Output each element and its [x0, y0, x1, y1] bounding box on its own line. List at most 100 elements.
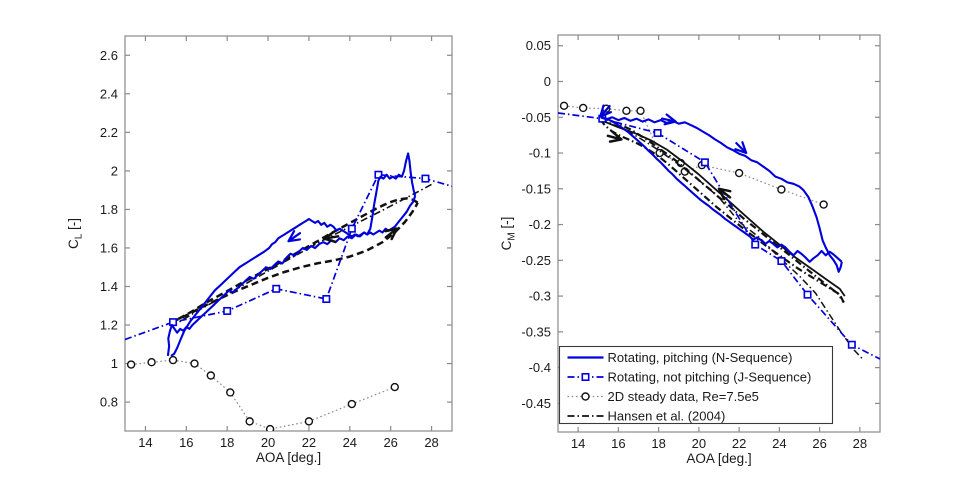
marker-circle-steady-2d: [206, 371, 216, 380]
marker-circle-steady-2d: [777, 185, 786, 194]
cl-x-axis-label: AOA [deg.]: [256, 450, 321, 465]
y-tick-label: 1.8: [100, 202, 118, 217]
marker-square-jseq: [751, 240, 760, 249]
marker-square-jseq: [803, 290, 812, 299]
y-label-rest: [-]: [499, 217, 514, 233]
direction-arrow: [734, 141, 748, 155]
y-tick-label: 1.6: [100, 240, 118, 255]
marker-circle-steady-2d: [126, 360, 136, 369]
marker-circle-steady-2d: [304, 417, 314, 426]
x-tick-label: 28: [424, 435, 438, 450]
legend-label: Rotating, pitching (N-Sequence): [608, 350, 793, 365]
y-tick-label: -0.1: [529, 146, 551, 161]
cm-plot: 14 16 18 20 22 24 26 28 0.05 0 -0.05 -0.1 -0.15 -0.2 -…: [499, 34, 881, 466]
y-tick-label: -0.05: [521, 110, 551, 125]
marker-square-jseq: [272, 284, 281, 293]
y-tick-label: -0.3: [529, 289, 551, 304]
marker-square-jseq: [777, 257, 786, 266]
marker-circle-steady-2d: [734, 168, 744, 178]
x-tick-label: 16: [179, 435, 193, 450]
y-label-sub: M: [507, 232, 518, 240]
x-tick-label: 14: [571, 436, 585, 451]
marker-square-jseq: [347, 224, 356, 233]
y-tick-label: -0.45: [521, 396, 551, 411]
x-tick-label: 22: [732, 436, 746, 451]
legend-label: Rotating, not pitching (J-Sequence): [608, 370, 812, 385]
direction-arrow: [717, 187, 732, 201]
series-hansen-down: [599, 118, 845, 304]
y-tick-label: 0.8: [100, 395, 118, 410]
marker-circle-steady-2d: [245, 417, 254, 426]
x-tick-label: 20: [261, 435, 275, 450]
marker-square-jseq: [847, 340, 856, 349]
y-tick-label: -0.25: [521, 253, 551, 268]
legend-label: 2D steady data, Re=7.5e5: [608, 389, 759, 404]
y-label-base: C: [66, 239, 81, 249]
x-tick-label: 22: [302, 435, 316, 450]
marker-circle-steady-2d: [347, 399, 357, 409]
series-hansen-line: [170, 183, 432, 328]
marker-circle-steady-2d: [559, 101, 569, 111]
cm-x-axis-label: AOA [deg.]: [686, 451, 751, 466]
marker-circle-steady-2d: [226, 388, 235, 397]
marker-circle-steady-2d: [622, 106, 631, 116]
series-layer: [125, 152, 452, 431]
marker-circle-steady-2d: [265, 424, 275, 431]
marker-square-jseq: [700, 158, 709, 167]
direction-arrow: [384, 227, 399, 241]
series-nseq-up: [166, 152, 417, 357]
marker-square-jseq: [653, 128, 662, 137]
series-hansen-return: [599, 116, 845, 304]
y-tick-label: -0.2: [529, 217, 551, 232]
marker-square-jseq: [223, 306, 232, 315]
marker-square-jseq: [421, 174, 430, 183]
y-tick-label: -0.35: [521, 324, 551, 339]
marker-circle-steady-2d: [190, 359, 199, 368]
y-label-base: C: [499, 240, 514, 250]
series-hansen-line: [599, 118, 863, 359]
x-tick-label: 26: [812, 436, 826, 451]
marker-circle-steady-2d: [168, 355, 178, 365]
series-layer: [558, 101, 880, 360]
series-jseq: [558, 112, 880, 360]
legend-box: [558, 345, 834, 425]
direction-arrow: [660, 113, 677, 126]
x-tick-label: 18: [220, 435, 234, 450]
series-hansen-mid: [603, 120, 846, 297]
legend-marker-square: [581, 372, 590, 381]
y-tick-label: -0.4: [529, 360, 551, 375]
x-tick-label: 20: [692, 436, 706, 451]
series-nseq-up: [600, 116, 843, 273]
cl-plot: 14 16 18 20 22 24 26 28 0.8 1 1.2 1.4 1.6 1.8 2 2.2 2.4 2…: [66, 35, 453, 465]
axes-box: [124, 35, 453, 432]
marker-square-jseq: [169, 318, 178, 327]
marker-circle-steady-2d: [578, 103, 588, 113]
x-tick-label: 24: [772, 436, 786, 451]
marker-circle-steady-2d: [819, 200, 828, 209]
direction-arrow: [287, 230, 302, 243]
axes-box: [557, 34, 881, 433]
series-loop-lower: [171, 202, 419, 324]
cl-y-axis-label: CL [-]: [66, 218, 85, 249]
y-tick-label: -0.15: [521, 181, 551, 196]
series-steady-2d: [131, 359, 396, 430]
x-tick-label: 26: [383, 435, 397, 450]
y-tick-label: 2.6: [100, 48, 118, 63]
series-loop-upper: [171, 197, 419, 324]
y-tick-label: 1: [111, 356, 118, 371]
y-tick-label: 1.4: [100, 279, 118, 294]
marker-square-jseq: [374, 170, 383, 179]
y-label-sub: L: [74, 233, 85, 239]
cm-y-axis-label: CM [-]: [499, 217, 518, 251]
legend-marker-circle: [581, 392, 590, 401]
marker-circle-steady-2d: [636, 106, 645, 116]
x-tick-label: 14: [138, 435, 152, 450]
series-nseq-down: [170, 195, 417, 357]
y-tick-label: 2.2: [100, 125, 118, 140]
direction-arrow: [323, 230, 340, 244]
x-tick-label: 16: [611, 436, 625, 451]
legend-label: Hansen et al. (2004): [608, 409, 726, 424]
x-tick-label: 28: [853, 436, 867, 451]
